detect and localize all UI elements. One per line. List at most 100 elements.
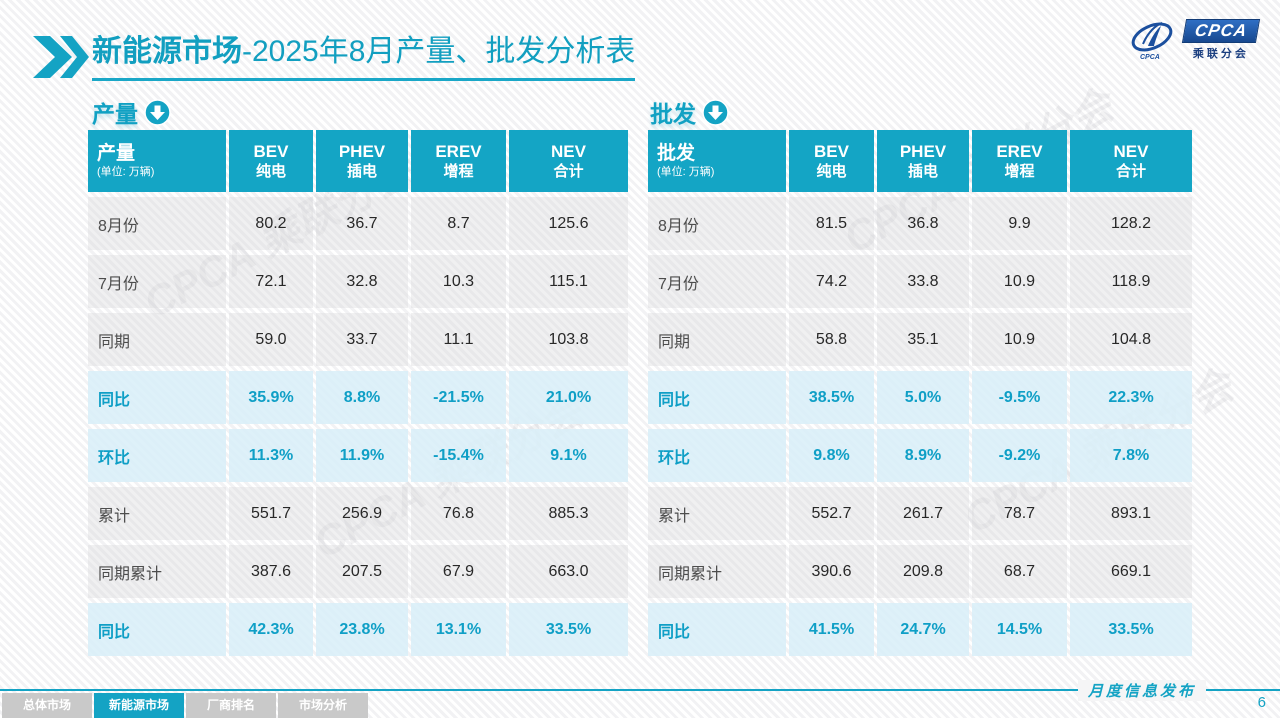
- table-cell: 21.0%: [509, 371, 628, 424]
- tab-厂商排名[interactable]: 厂商排名: [186, 693, 276, 718]
- svg-text:CPCA: CPCA: [1140, 54, 1160, 61]
- table-cell: 78.7: [972, 487, 1067, 540]
- bottom-tab-bar: 总体市场 新能源市场 厂商排名 市场分析: [2, 693, 368, 718]
- table-cell: 68.7: [972, 545, 1067, 598]
- table-cell: 209.8: [877, 545, 969, 598]
- row-label: 7月份: [648, 255, 786, 308]
- cpca-subtitle: 乘联分会: [1192, 48, 1249, 60]
- tab-总体市场[interactable]: 总体市场: [2, 693, 92, 718]
- down-arrow-icon: [702, 98, 729, 126]
- production-table: 产量 (单位: 万辆) BEV 纯电 PHEV 插电 EREV 增程 NEV 合计 8月份 80.2 3…: [88, 130, 628, 656]
- table-cell: 390.6: [789, 545, 874, 598]
- table-cell: 7.8%: [1070, 429, 1192, 482]
- table-cell: 115.1: [509, 255, 628, 308]
- table-cell: 103.8: [509, 313, 628, 366]
- table-cell: 125.6: [509, 197, 628, 250]
- table-cell: 5.0%: [877, 371, 969, 424]
- table-cell: 9.1%: [509, 429, 628, 482]
- row-label: 累计: [88, 487, 226, 540]
- table-cell: 13.1%: [411, 603, 506, 656]
- row-label: 同比: [648, 603, 786, 656]
- table-cell: 11.1: [411, 313, 506, 366]
- tab-市场分析[interactable]: 市场分析: [278, 693, 368, 718]
- table-cell: 33.5%: [1070, 603, 1192, 656]
- table-cell: 885.3: [509, 487, 628, 540]
- table-cell: 33.7: [316, 313, 408, 366]
- footer-note: 月度信息发布: [1078, 680, 1207, 701]
- table-cell: 14.5%: [972, 603, 1067, 656]
- row-label: 同期累计: [648, 545, 786, 598]
- row-label: 环比: [648, 429, 786, 482]
- row-label: 环比: [88, 429, 226, 482]
- double-chevron-icon: [33, 36, 89, 78]
- table-cell: 551.7: [229, 487, 313, 540]
- table-cell: 32.8: [316, 255, 408, 308]
- row-label: 同比: [88, 371, 226, 424]
- table-cell: 9.9: [972, 197, 1067, 250]
- section-production-label: 产量: [92, 101, 138, 127]
- page-title: 新能源市场-2025年8月产量、批发分析表: [92, 32, 636, 81]
- table-cell: 207.5: [316, 545, 408, 598]
- table-cell: 42.3%: [229, 603, 313, 656]
- table-cell: 10.9: [972, 313, 1067, 366]
- column-header: BEV 纯电: [229, 130, 313, 192]
- table-cell: 10.3: [411, 255, 506, 308]
- table-cell: 38.5%: [789, 371, 874, 424]
- table-cell: 33.8: [877, 255, 969, 308]
- page-title-bold: 新能源市场: [92, 35, 242, 68]
- table-cell: 36.7: [316, 197, 408, 250]
- table-cell: 41.5%: [789, 603, 874, 656]
- row-label: 同比: [648, 371, 786, 424]
- column-header: NEV 合计: [1070, 130, 1192, 192]
- table-cell: 36.8: [877, 197, 969, 250]
- table-cell: 552.7: [789, 487, 874, 540]
- table-cell: 11.9%: [316, 429, 408, 482]
- table-cell: 24.7%: [877, 603, 969, 656]
- row-label: 7月份: [88, 255, 226, 308]
- table-cell: 261.7: [877, 487, 969, 540]
- table-cell: 893.1: [1070, 487, 1192, 540]
- table-cell: 72.1: [229, 255, 313, 308]
- table-cell: 81.5: [789, 197, 874, 250]
- table-cell: 58.8: [789, 313, 874, 366]
- cpca-logo-text: CPCA 乘联分会: [1181, 19, 1261, 61]
- row-label: 同期: [648, 313, 786, 366]
- tab-新能源市场[interactable]: 新能源市场: [94, 693, 184, 718]
- table-cell: 104.8: [1070, 313, 1192, 366]
- section-wholesale: 批发: [650, 95, 729, 129]
- table-cell: -9.5%: [972, 371, 1067, 424]
- row-label: 同比: [88, 603, 226, 656]
- table-cell: -21.5%: [411, 371, 506, 424]
- column-header: BEV 纯电: [789, 130, 874, 192]
- table-cell: 74.2: [789, 255, 874, 308]
- column-header: EREV 增程: [972, 130, 1067, 192]
- table-cell: 67.9: [411, 545, 506, 598]
- table-cell: -9.2%: [972, 429, 1067, 482]
- table-cell: 8.9%: [877, 429, 969, 482]
- table-cell: 35.1: [877, 313, 969, 366]
- table-corner-header: 产量 (单位: 万辆): [88, 130, 226, 192]
- section-wholesale-label: 批发: [650, 101, 696, 127]
- cpca-swoosh-icon: CPCA: [1131, 22, 1173, 61]
- row-label: 8月份: [88, 197, 226, 250]
- row-label: 累计: [648, 487, 786, 540]
- table-corner-header: 批发 (单位: 万辆): [648, 130, 786, 192]
- table-cell: 387.6: [229, 545, 313, 598]
- table-cell: 663.0: [509, 545, 628, 598]
- table-cell: 59.0: [229, 313, 313, 366]
- wholesale-table: 批发 (单位: 万辆) BEV 纯电 PHEV 插电 EREV 增程 NEV 合计 8月份 81.5 3…: [648, 130, 1192, 656]
- table-cell: 33.5%: [509, 603, 628, 656]
- table-cell: 8.8%: [316, 371, 408, 424]
- cpca-banner: CPCA: [1181, 19, 1261, 43]
- table-cell: -15.4%: [411, 429, 506, 482]
- cpca-logo: CPCA CPCA 乘联分会: [1128, 18, 1261, 62]
- table-cell: 256.9: [316, 487, 408, 540]
- row-label: 同期累计: [88, 545, 226, 598]
- table-cell: 8.7: [411, 197, 506, 250]
- table-cell: 35.9%: [229, 371, 313, 424]
- table-cell: 22.3%: [1070, 371, 1192, 424]
- row-label: 8月份: [648, 197, 786, 250]
- table-cell: 9.8%: [789, 429, 874, 482]
- footer-divider: [0, 689, 1280, 691]
- column-header: PHEV 插电: [877, 130, 969, 192]
